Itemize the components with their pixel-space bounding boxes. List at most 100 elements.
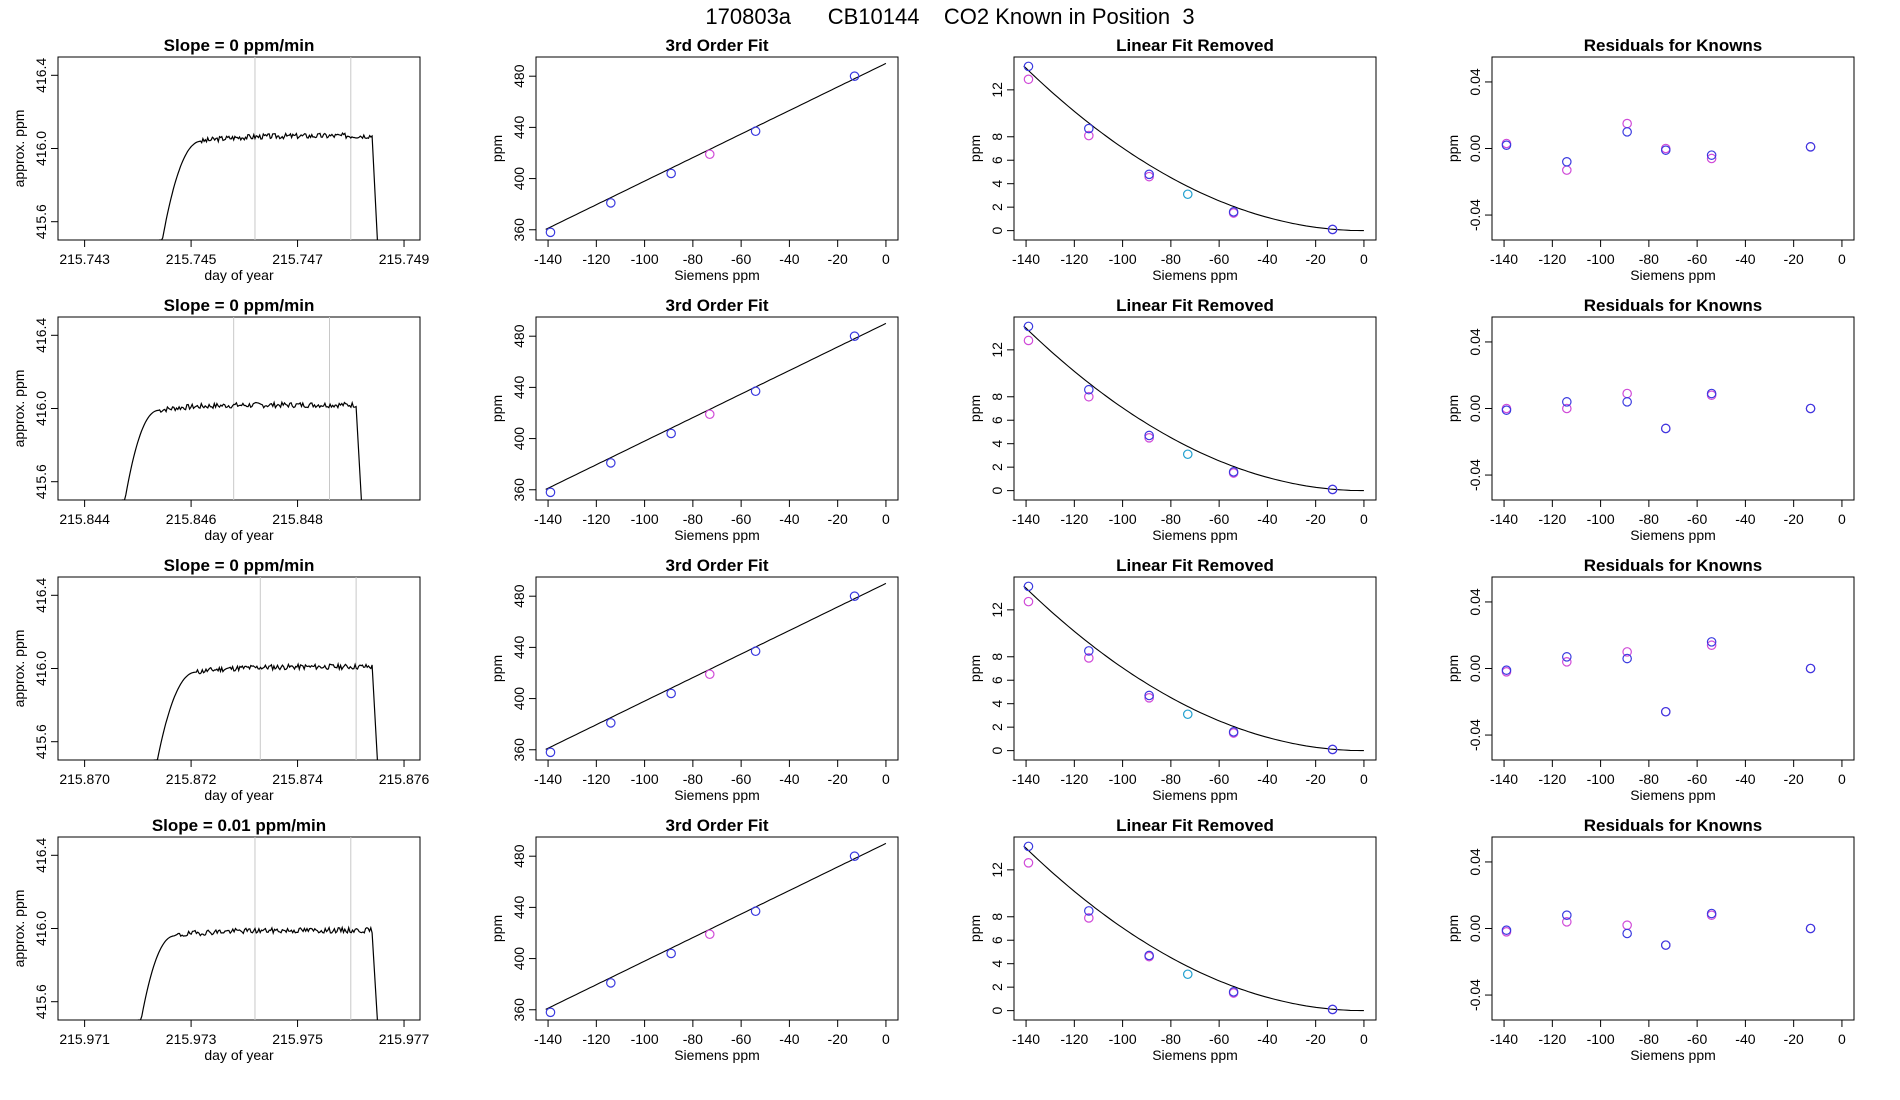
panel-r0-c3: Residuals for Knowns -140 -120 -100 -80 -60 -4… xyxy=(1445,36,1855,283)
x-tick-label: -140 xyxy=(1490,251,1518,267)
y-tick-label: 360 xyxy=(511,998,527,1022)
data-point-blue xyxy=(1023,61,1034,72)
x-tick-label: -100 xyxy=(1587,251,1615,267)
x-tick-label: 0 xyxy=(1360,511,1368,527)
y-tick-label: 6 xyxy=(989,936,1005,944)
data-point-blue xyxy=(606,198,616,208)
data-point-blue xyxy=(1084,906,1094,916)
data-point-blue xyxy=(1805,663,1816,674)
y-tick-label: 8 xyxy=(989,653,1005,661)
data-point-blue xyxy=(849,71,860,81)
panel-r2-c2: Linear Fit Removed -140 -120 -100 -80 -60 -40 -… xyxy=(967,556,1377,803)
fit-curve xyxy=(1023,585,1364,752)
y-tick-label: 0 xyxy=(989,487,1005,495)
x-axis-label: Siemens ppm xyxy=(674,1047,760,1063)
x-tick-label: -140 xyxy=(534,511,562,527)
y-tick-label: 2 xyxy=(989,983,1005,991)
data-point-blue xyxy=(750,126,761,137)
data-point-magenta xyxy=(1706,153,1717,164)
data-point-blue xyxy=(750,646,761,657)
plot-frame xyxy=(1013,316,1377,501)
data-point-cyan xyxy=(1182,709,1193,720)
y-tick-label: 0 xyxy=(989,227,1005,235)
x-tick-label: -40 xyxy=(1735,1031,1755,1047)
x-tick-label: -100 xyxy=(1109,251,1137,267)
data-point-blue xyxy=(1805,142,1816,152)
x-tick-label: 215.977 xyxy=(379,1031,430,1047)
x-tick-label: -40 xyxy=(779,1031,799,1047)
panel-title: Residuals for Knowns xyxy=(1584,36,1763,55)
y-tick-label: 480 xyxy=(511,844,527,868)
plot-frame xyxy=(1013,56,1377,241)
y-axis-label: ppm xyxy=(489,395,505,422)
panel-r1-c2: Linear Fit Removed -140 -120 -100 -80 -60 -40 -… xyxy=(967,296,1377,543)
y-tick-label: -0.04 xyxy=(1467,719,1483,751)
plot-frame xyxy=(57,316,421,501)
x-tick-label: -40 xyxy=(1257,251,1277,267)
x-tick-label: -140 xyxy=(1012,251,1040,267)
x-tick-label: -80 xyxy=(683,251,703,267)
y-tick-label: 480 xyxy=(511,584,527,608)
x-tick-label: -140 xyxy=(534,251,562,267)
x-tick-label: -100 xyxy=(1587,771,1615,787)
y-tick-label: 480 xyxy=(511,324,527,348)
x-tick-label: -80 xyxy=(1161,511,1181,527)
plot-frame xyxy=(535,316,899,501)
data-point-blue xyxy=(1562,157,1572,167)
x-tick-label: -60 xyxy=(731,771,751,787)
y-tick-label: 8 xyxy=(989,133,1005,141)
y-axis-label: approx. ppm xyxy=(11,110,27,188)
data-point-blue xyxy=(1228,727,1239,737)
x-tick-label: -20 xyxy=(1784,511,1804,527)
panel-r0-c1: 3rd Order Fit -140 -120 -100 -80 -60 -40 -20 0 36… xyxy=(489,36,899,283)
x-tick-label: -60 xyxy=(1687,511,1707,527)
x-tick-label: -80 xyxy=(1639,251,1659,267)
concentration-trace xyxy=(121,400,362,500)
x-tick-label: -120 xyxy=(1060,771,1088,787)
data-point-blue xyxy=(849,331,860,341)
y-axis-label: ppm xyxy=(489,915,505,942)
y-tick-label: 4 xyxy=(989,180,1005,188)
x-tick-label: -120 xyxy=(582,1031,610,1047)
data-point-magenta xyxy=(1023,596,1034,607)
data-point-blue xyxy=(1622,928,1632,939)
x-tick-label: -40 xyxy=(1257,771,1277,787)
panel-r3-c3: Residuals for Knowns -140 -120 -100 -80 -60 -4… xyxy=(1445,816,1855,1063)
panel-title: 3rd Order Fit xyxy=(666,556,769,575)
y-tick-label: 0.00 xyxy=(1467,395,1483,422)
data-point-blue xyxy=(1084,123,1094,134)
y-axis-label: ppm xyxy=(1445,135,1461,162)
fit-curve xyxy=(1023,325,1364,492)
panel-title: 3rd Order Fit xyxy=(666,296,769,315)
y-tick-label: 6 xyxy=(989,676,1005,684)
data-point-magenta xyxy=(1562,403,1572,414)
x-axis-label: day of year xyxy=(204,527,274,543)
x-tick-label: 0 xyxy=(1360,251,1368,267)
data-point-blue xyxy=(1706,150,1717,160)
x-tick-label: 215.870 xyxy=(59,771,110,787)
x-tick-label: 215.747 xyxy=(272,251,323,267)
y-tick-label: 416.0 xyxy=(33,651,49,686)
y-tick-label: 416.4 xyxy=(33,58,49,93)
panel-title: Linear Fit Removed xyxy=(1116,556,1274,575)
y-tick-label: 440 xyxy=(511,895,527,919)
plot-frame xyxy=(535,836,899,1021)
x-tick-label: -120 xyxy=(1538,251,1566,267)
x-tick-label: -140 xyxy=(534,1031,562,1047)
y-tick-label: 416.0 xyxy=(33,391,49,426)
data-point-blue xyxy=(1562,397,1572,407)
y-tick-label: 8 xyxy=(989,913,1005,921)
y-tick-label: 440 xyxy=(511,375,527,399)
panel-r2-c0: Slope = 0 ppm/min 215.870 215.872 215.874 21… xyxy=(11,556,430,803)
x-tick-label: -100 xyxy=(1109,771,1137,787)
panel-r0-c0: Slope = 0 ppm/min 215.743 215.745 215.747 21… xyxy=(11,36,430,283)
y-tick-label: 4 xyxy=(989,700,1005,708)
data-point-blue xyxy=(1660,706,1671,717)
data-point-magenta xyxy=(1084,130,1094,141)
x-tick-label: -60 xyxy=(1209,251,1229,267)
data-point-blue xyxy=(1622,397,1632,407)
data-point-blue xyxy=(750,906,761,917)
data-point-blue xyxy=(1501,140,1512,150)
data-point-magenta xyxy=(1562,165,1572,175)
x-tick-label: -100 xyxy=(631,1031,659,1047)
